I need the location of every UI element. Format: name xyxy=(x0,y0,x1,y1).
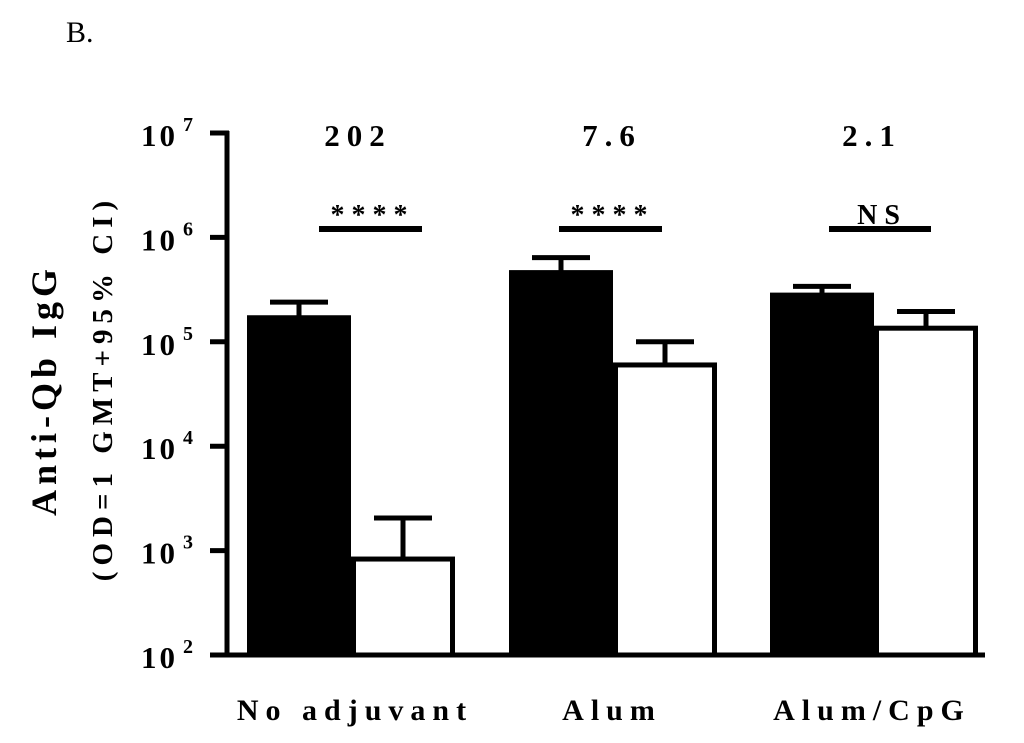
y-tick-label: 10 xyxy=(141,222,178,257)
group-annotation: 2.1 xyxy=(842,118,902,153)
panel-label: B. xyxy=(66,16,94,49)
significance-label: **** xyxy=(571,200,655,231)
y-tick-exponent: 6 xyxy=(183,218,193,240)
group-annotations: 202 7.6 2.1 xyxy=(324,118,902,153)
bar xyxy=(351,556,455,658)
y-tick-label: 10 xyxy=(141,118,178,153)
group-annotation: 7.6 xyxy=(582,118,642,153)
y-tick-exponent: 7 xyxy=(183,114,193,136)
bar xyxy=(509,270,613,658)
y-tick-exponent: 3 xyxy=(183,532,193,554)
bar xyxy=(247,315,351,658)
y-axis-sublabel: (OD=1 GMT+95% CI) xyxy=(87,195,119,581)
y-tick-label: 10 xyxy=(141,431,178,466)
bar xyxy=(613,362,717,658)
y-tick-exponent: 2 xyxy=(183,636,193,658)
y-axis-label: Anti-Qb IgG xyxy=(24,264,64,516)
y-tick-exponent: 5 xyxy=(183,323,193,345)
y-tick-label: 10 xyxy=(141,327,178,362)
y-axis-title: Anti-Qb IgG (OD=1 GMT+95% CI) xyxy=(24,195,119,581)
y-tick-label: 10 xyxy=(141,536,178,571)
significance-label: NS xyxy=(857,200,907,231)
x-tick-label: Alum/CpG xyxy=(773,694,971,727)
x-tick-labels: No adjuvant Alum Alum/CpG xyxy=(237,694,971,727)
error-bars-layer xyxy=(270,255,955,560)
bar xyxy=(874,325,978,658)
significance-markers: **** **** NS xyxy=(319,200,931,232)
bars-layer xyxy=(247,270,978,658)
x-tick-label: Alum xyxy=(562,694,662,727)
group-annotation: 202 xyxy=(324,118,392,153)
y-tick-exponent: 4 xyxy=(183,427,193,449)
significance-label: **** xyxy=(331,200,415,231)
x-tick-label: No adjuvant xyxy=(237,694,473,727)
y-tick-label: 10 xyxy=(141,640,178,675)
bar xyxy=(770,292,874,658)
